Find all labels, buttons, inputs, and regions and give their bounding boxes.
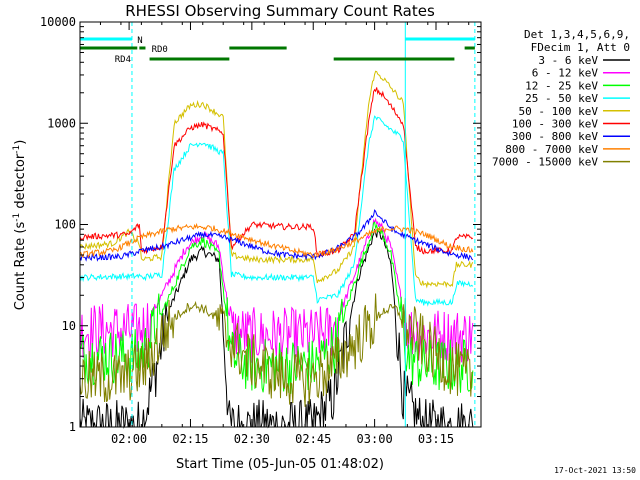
chart-title: RHESSI Observing Summary Count Rates <box>125 2 435 20</box>
series-line-5 <box>79 70 474 289</box>
legend-header-2: FDecim 1, Att 0 <box>531 41 630 54</box>
x-axis-label: Start Time (05-Jun-05 01:48:02) <box>176 457 384 472</box>
y-label-sup-1: -1 <box>12 213 22 222</box>
legend-header-1: Det 1,3,4,5,6,9, <box>524 28 630 41</box>
series-line-7 <box>79 209 474 262</box>
series-line-2 <box>79 217 474 364</box>
rd4-label: RD4 <box>115 55 131 65</box>
y-label-main: Count Rate (s <box>13 222 28 311</box>
legend-label-7: 300 - 800 keV <box>512 130 598 143</box>
legend-label-5: 50 - 100 keV <box>519 105 599 118</box>
legend-label-3: 12 - 25 keV <box>525 79 598 92</box>
y-tick-label-3: 100 <box>54 218 76 232</box>
series-line-8 <box>79 222 474 259</box>
y-tick-label-4: 1000 <box>47 116 76 130</box>
x-tick-label-1: 02:00 <box>111 432 147 446</box>
x-axis-ticks: 02:00 02:15 02:30 02:45 03:00 03:15 <box>79 22 470 446</box>
rd0-label: RD0 <box>152 45 168 55</box>
x-tick-label-6: 03:15 <box>418 432 454 446</box>
legend-label-4: 25 - 50 keV <box>525 92 598 105</box>
night-label: N <box>137 36 142 46</box>
state-bar-group: N RD0 RD4 <box>80 36 475 65</box>
y-label-mid: detector <box>13 153 28 213</box>
legend-label-1: 3 - 6 keV <box>538 54 598 67</box>
plot-series-group <box>79 70 474 429</box>
x-tick-label-4: 02:45 <box>295 432 331 446</box>
y-label-end: ) <box>13 140 28 145</box>
y-tick-label-2: 10 <box>62 319 76 333</box>
series-line-3 <box>79 221 474 394</box>
y-tick-label-1: 1 <box>69 420 76 434</box>
legend-label-6: 100 - 300 keV <box>512 118 598 131</box>
x-tick-label-5: 03:00 <box>357 432 393 446</box>
y-label-sup-2: -1 <box>12 145 22 154</box>
y-axis-ticks: 1 10 100 1000 10000 <box>40 15 481 434</box>
x-tick-label-2: 02:15 <box>172 432 208 446</box>
x-tick-label-3: 02:30 <box>234 432 270 446</box>
y-axis-label: Count Rate (s-1 detector-1) <box>12 140 28 311</box>
legend-label-9: 7000 - 15000 keV <box>492 156 598 169</box>
series-line-9 <box>79 293 473 407</box>
footer-stamp: 17-Oct-2021 13:50 <box>554 466 636 475</box>
legend-label-2: 6 - 12 keV <box>532 67 599 80</box>
y-tick-label-5: 10000 <box>40 15 76 29</box>
series-line-4 <box>79 115 474 307</box>
legend-label-8: 800 - 7000 keV <box>505 143 598 156</box>
series-line-1 <box>79 228 474 429</box>
